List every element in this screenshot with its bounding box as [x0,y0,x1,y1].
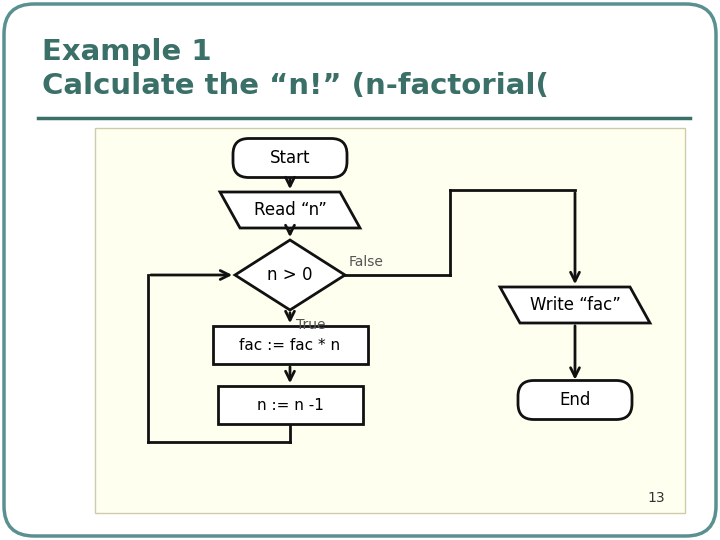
Text: Example 1: Example 1 [42,38,212,66]
Text: False: False [349,255,384,269]
Text: True: True [296,318,325,332]
Text: n > 0: n > 0 [267,266,312,284]
Bar [212,326,367,364]
Polygon shape [220,192,360,228]
FancyBboxPatch shape [518,381,632,420]
Text: End: End [559,391,590,409]
Bar [95,128,685,513]
Polygon shape [500,287,650,323]
Text: n := n -1: n := n -1 [256,397,323,413]
Bar [217,386,362,424]
Text: Start: Start [270,149,310,167]
Text: 13: 13 [647,491,665,505]
FancyBboxPatch shape [233,138,347,178]
Text: Read “n”: Read “n” [253,201,326,219]
Text: Calculate the “n!” (n-factorial(: Calculate the “n!” (n-factorial( [42,72,549,100]
FancyBboxPatch shape [4,4,716,536]
Text: fac := fac * n: fac := fac * n [240,338,341,353]
Text: Write “fac”: Write “fac” [530,296,621,314]
Polygon shape [235,240,345,310]
